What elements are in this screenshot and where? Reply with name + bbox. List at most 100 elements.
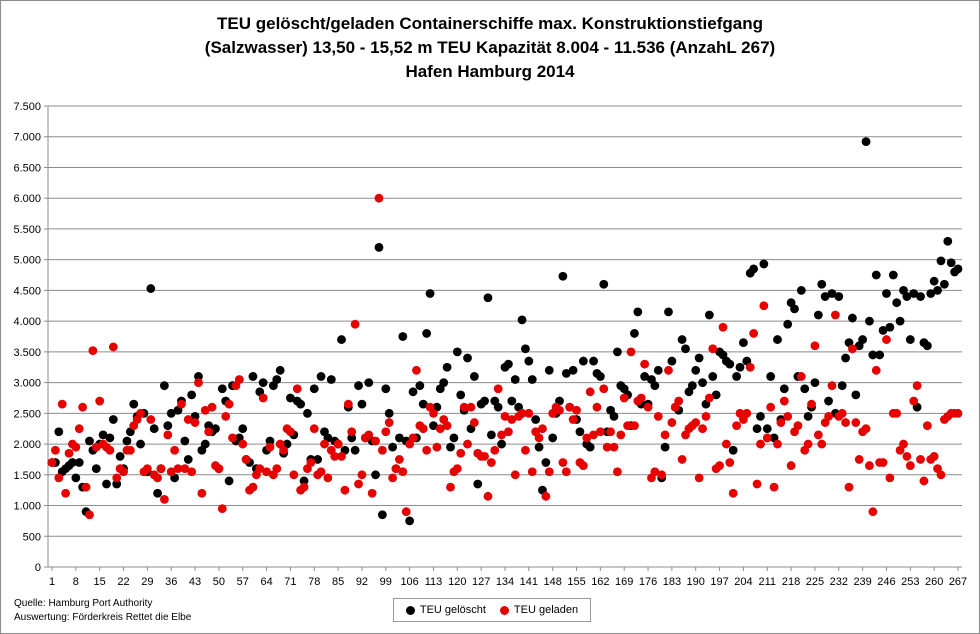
point-geloescht <box>486 430 496 440</box>
point-geloescht <box>756 412 765 421</box>
point-geloescht <box>548 433 558 443</box>
point-geladen <box>677 455 687 464</box>
point-geloescht <box>711 390 721 400</box>
legend-label-geladen: TEU geladen <box>513 604 579 616</box>
point-geloescht <box>865 316 874 326</box>
point-geladen <box>316 467 326 477</box>
point-geloescht <box>612 347 622 357</box>
point-geloescht <box>190 412 200 421</box>
point-geladen <box>902 451 912 461</box>
point-geloescht <box>149 424 159 434</box>
point-geloescht <box>439 378 449 387</box>
point-geloescht <box>357 399 367 409</box>
point-geloescht <box>735 362 745 372</box>
analysis-note: Auswertung: Förderkreis Rettet die Elbe <box>14 612 192 623</box>
point-geladen <box>612 467 622 477</box>
point-geloescht <box>258 378 268 387</box>
point-geloescht <box>902 292 912 301</box>
x-tick-label: 57 <box>237 576 249 588</box>
point-geladen <box>88 346 98 356</box>
x-tick-label: 267 <box>949 576 967 588</box>
point-geloescht <box>796 286 806 295</box>
point-geladen <box>486 458 496 467</box>
point-geloescht <box>313 455 323 464</box>
y-tick-label: 1.000 <box>13 501 41 513</box>
point-geladen <box>609 442 619 452</box>
point-geloescht <box>296 399 306 409</box>
point-geloescht <box>871 270 881 280</box>
y-tick-label: 5.000 <box>13 255 41 267</box>
point-geloescht <box>837 381 847 391</box>
point-geloescht <box>238 424 248 434</box>
point-geladen <box>469 418 479 427</box>
point-geloescht <box>180 436 190 446</box>
y-tick-label: 6.500 <box>13 162 41 174</box>
point-geloescht <box>888 270 898 280</box>
point-geladen <box>538 424 547 434</box>
point-geloescht <box>354 381 363 391</box>
point-geloescht <box>762 424 772 434</box>
point-geloescht <box>493 402 503 412</box>
axis-layer: 0 500 1.000 1.500 2.000 2.500 3.000 3.500 4.000 4… <box>13 101 967 588</box>
point-geloescht <box>708 372 718 381</box>
point-geloescht <box>275 365 285 375</box>
point-geloescht <box>187 390 197 400</box>
point-geloescht <box>521 344 530 354</box>
point-geladen <box>371 436 380 446</box>
point-geloescht <box>800 384 810 394</box>
point-geladen <box>578 461 588 470</box>
point-geloescht <box>817 279 827 289</box>
x-tick-label: 29 <box>141 576 153 588</box>
point-geladen <box>643 402 653 412</box>
point-geloescht <box>517 315 527 325</box>
point-geloescht <box>248 372 258 381</box>
point-geloescht <box>558 271 568 281</box>
point-geloescht <box>885 322 895 332</box>
point-geladen <box>367 488 377 498</box>
point-geladen <box>183 415 193 424</box>
point-geloescht <box>309 384 319 394</box>
point-geladen <box>350 319 360 329</box>
point-geloescht <box>350 445 360 455</box>
point-geladen <box>446 482 455 492</box>
point-geloescht <box>224 476 234 486</box>
point-geloescht <box>54 427 64 437</box>
point-geloescht <box>452 347 462 357</box>
point-geloescht <box>122 436 132 446</box>
point-geloescht <box>316 372 326 381</box>
point-geladen <box>47 458 57 467</box>
point-geloescht <box>824 396 833 406</box>
point-geloescht <box>575 427 585 437</box>
point-geladen <box>364 430 374 440</box>
point-geladen <box>166 467 176 477</box>
point-geladen <box>912 381 922 391</box>
point-geloescht <box>909 289 919 298</box>
point-geladen <box>136 408 145 418</box>
series-layer <box>47 137 963 526</box>
x-tick-label: 239 <box>853 576 871 588</box>
point-geladen <box>258 393 268 403</box>
point-geloescht <box>578 356 588 366</box>
point-geladen <box>721 439 731 449</box>
point-geladen <box>848 344 857 354</box>
legend-marker-geloescht <box>405 605 415 615</box>
point-geladen <box>664 365 673 375</box>
point-geloescht <box>868 350 878 360</box>
x-tick-label: 85 <box>332 576 344 588</box>
point-geloescht <box>759 259 769 269</box>
point-geloescht <box>469 372 479 381</box>
point-geloescht <box>303 408 312 418</box>
point-geladen <box>558 458 568 467</box>
point-geladen <box>749 329 759 338</box>
point-geladen <box>466 402 476 412</box>
x-tick-label: 260 <box>925 576 943 588</box>
point-geladen <box>224 399 234 409</box>
point-geloescht <box>326 375 336 384</box>
point-geladen <box>745 362 755 372</box>
x-tick-label: 148 <box>544 576 562 588</box>
point-geladen <box>442 421 452 431</box>
point-geladen <box>623 421 633 431</box>
point-geladen <box>844 482 854 492</box>
point-geloescht <box>630 329 639 338</box>
